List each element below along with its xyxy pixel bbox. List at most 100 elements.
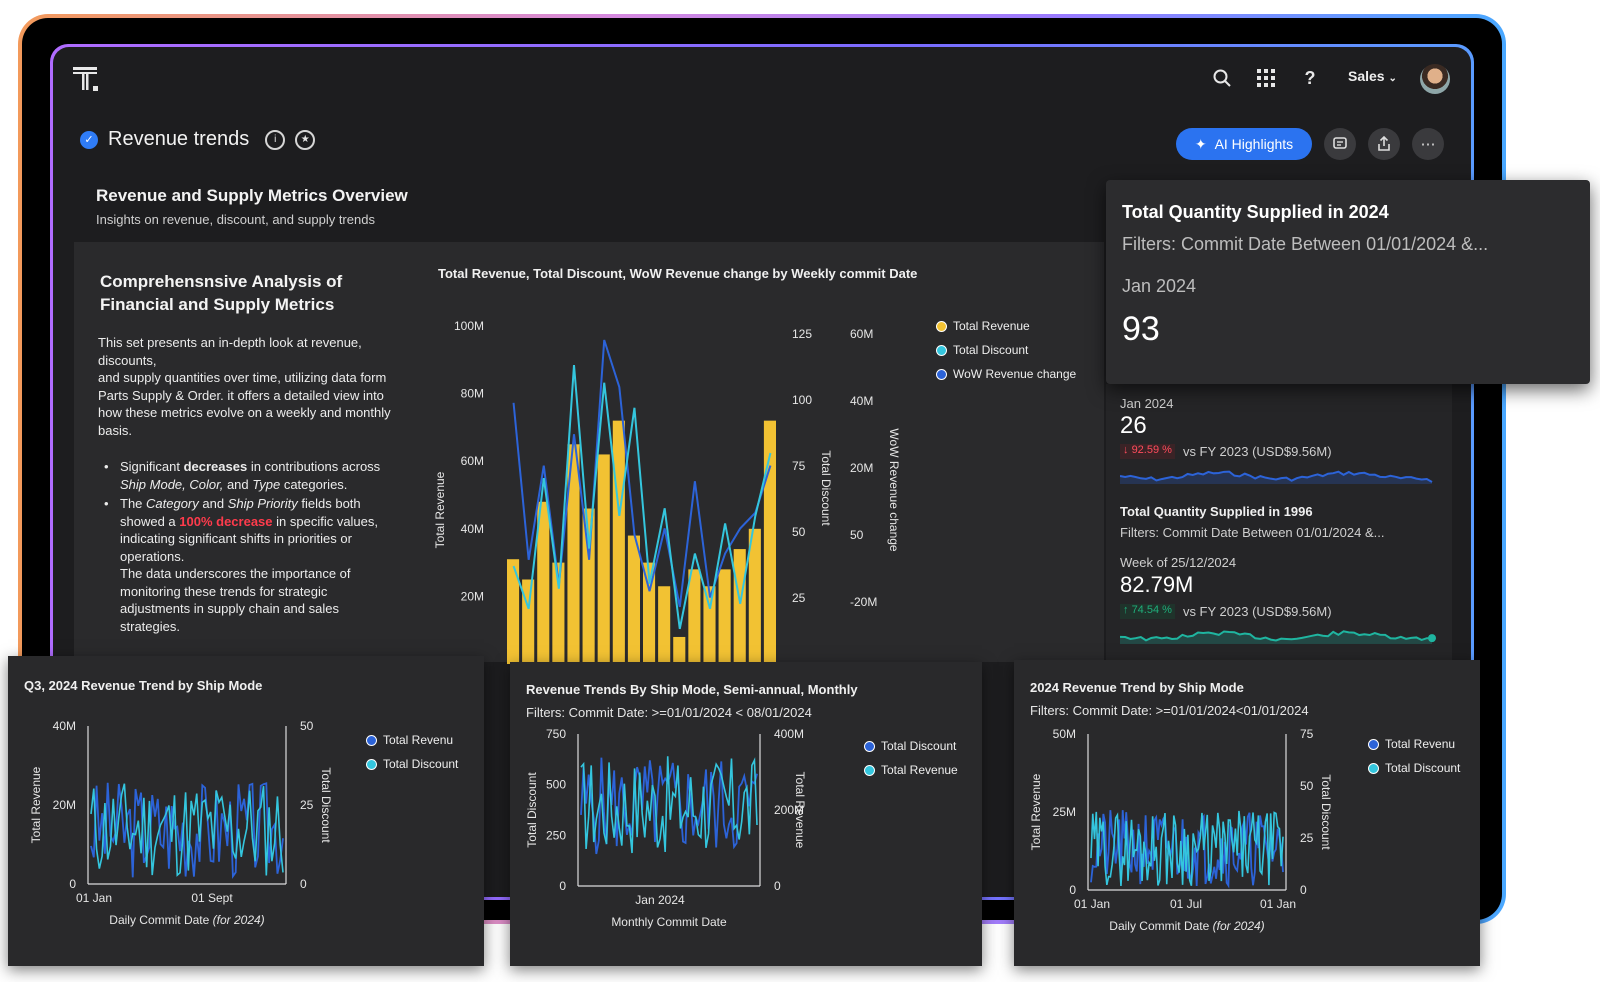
revenue-bar [673,636,686,664]
y3-axis-label: WoW Revenue change [887,428,901,552]
y-tick-label: 80M [461,387,484,401]
kpi-title: Total Quantity Supplied in 2024 [1122,202,1389,222]
metric2-vs: vs FY 2023 (USD$9.56M) [1182,604,1332,619]
revenue-bar [582,508,595,664]
y-tick-label: 25M [1053,805,1076,819]
y-tick-label: 250 [546,828,566,842]
y2-tick-label: 25 [792,591,806,605]
card2-legend: Total Discount Total Revenue [864,734,958,782]
y-tick-label: 500 [546,778,566,792]
x-tick-label: 01 Jan [76,891,112,905]
legend-item[interactable]: Total Discount [366,752,458,776]
y2-tick-label: 400M [774,728,804,741]
revenue-bar [507,559,520,664]
ai-highlights-button[interactable]: ✦ AI Highlights [1176,128,1312,160]
discount-line [1090,810,1284,886]
card3-legend: Total Revenu Total Discount [1368,732,1460,780]
x-axis-label: Daily Commit Date (for 2024) [109,913,264,927]
revenue-bar [612,420,625,664]
main-chart-title: Total Revenue, Total Discount, WoW Reven… [438,266,918,281]
y3-tick-label: 20M [850,461,873,475]
kpi-card[interactable]: Total Quantity Supplied in 2024 Filters:… [1106,180,1590,384]
y2-tick-label: 50 [792,525,806,539]
main-chart-legend: Total Revenue Total Discount WoW Revenue… [936,314,1076,386]
search-icon[interactable] [1210,66,1234,90]
main-chart: 100M80M60M40M20M012510075502560M40M20M50… [433,319,901,671]
info-icon[interactable]: i [265,129,286,150]
ai-highlights-label: AI Highlights [1214,136,1294,152]
y3-tick-label: -20M [850,595,877,609]
y3-tick-label: 60M [850,327,873,341]
y2-tick-label: 25 [1300,831,1314,845]
legend-item[interactable]: Total Revenu [1368,732,1460,756]
legend-item[interactable]: WoW Revenue change [936,362,1076,386]
legend-item[interactable]: Total Revenue [864,758,958,782]
y2-axis-label: Total Discount [319,767,333,843]
kpi-filter: Filters: Commit Date Between 01/01/2024 … [1122,234,1489,254]
x-tick-label: Jan 2024 [635,893,685,907]
x-axis-label: Monthly Commit Date [611,915,727,929]
y2-tick-label: 125 [792,327,812,341]
legend-item[interactable]: Total Revenue [936,314,1076,338]
revenue-bar [658,586,671,664]
page-title: Revenue trends [108,128,250,150]
side-metrics-panel: Jan 2024 26 ↓ 92.59 % vs FY 2023 (USD$9.… [1106,384,1452,662]
description-para1: This set presents an in-depth look at re… [98,335,362,368]
apps-grid-icon[interactable] [1254,66,1278,90]
chart-card-2024[interactable]: 2024 Revenue Trend by Ship Mode Filters:… [1014,660,1480,966]
revenue-bar [537,501,550,664]
metric1-value: 26 [1120,412,1147,439]
org-switcher[interactable]: Sales ⌄ [1348,68,1397,84]
y-tick-label: 40M [461,522,484,536]
revenue-bar [703,586,716,664]
sparkline-line [1120,470,1433,483]
metric1-change-row: ↓ 92.59 % vs FY 2023 (USD$9.56M) [1120,444,1332,459]
org-label: Sales [1348,68,1385,84]
chart-card-semiannual[interactable]: Revenue Trends By Ship Mode, Semi-annual… [510,662,982,966]
y2-tick-label: 200M [774,803,804,817]
star-icon[interactable]: ★ [295,129,316,150]
y-tick-label: 0 [69,877,76,891]
y2-tick-label: 50 [300,719,314,733]
description-para2: and supply quantities over time, utilizi… [98,370,391,438]
y-tick-label: 50M [1053,727,1076,741]
chevron-down-icon: ⌄ [1388,73,1397,84]
app-logo-icon[interactable] [72,66,100,92]
sparkle-icon: ✦ [1194,135,1207,152]
card2-subtitle: Filters: Commit Date: >=01/01/2024 < 08/… [526,705,812,720]
metric2-value: 82.79M [1120,572,1194,597]
chart-card-q3[interactable]: Q3, 2024 Revenue Trend by Ship Mode 40M 2… [8,656,484,966]
sparkline-area [1120,631,1432,644]
kpi-period: Jan 2024 [1122,276,1197,296]
y2-tick-label: 75 [1300,727,1314,741]
y-tick-label: 750 [546,728,566,741]
card3-title: 2024 Revenue Trend by Ship Mode [1030,680,1244,695]
y2-axis-label: Total Revenue [793,772,807,849]
revenue-bar [718,569,731,664]
y-axis-label: Total Revenue [1029,773,1043,850]
metric2-change-row: ↑ 74.54 % vs FY 2023 (USD$9.56M) [1120,604,1332,619]
help-icon[interactable]: ? [1304,67,1316,88]
y-tick-label: 60M [461,454,484,468]
avatar[interactable] [1420,64,1450,94]
legend-item[interactable]: Total Revenu [366,728,458,752]
comment-button[interactable] [1324,128,1356,160]
share-button[interactable] [1368,128,1400,160]
y-tick-label: 40M [53,719,76,733]
discount-line [580,756,758,854]
legend-item[interactable]: Total Discount [864,734,958,758]
more-options-button[interactable]: ⋯ [1412,128,1444,160]
x-tick-label: 01 Jan [1074,897,1110,911]
overview-subtitle: Insights on revenue, discount, and suppl… [96,212,375,227]
y2-axis-label: Total Discount [819,450,833,526]
verified-badge-icon: ✓ [80,130,98,149]
y-tick-label: 0 [559,879,566,893]
overview-title: Revenue and Supply Metrics Overview [96,186,408,205]
legend-item[interactable]: Total Discount [1368,756,1460,780]
title-row: ✓ Revenue trends i ★ [80,128,316,151]
x-tick-label: 01 Jul [1170,897,1202,911]
sparkline-line [1120,630,1433,642]
wow-change-line [512,339,772,608]
legend-item[interactable]: Total Discount [936,338,1076,362]
